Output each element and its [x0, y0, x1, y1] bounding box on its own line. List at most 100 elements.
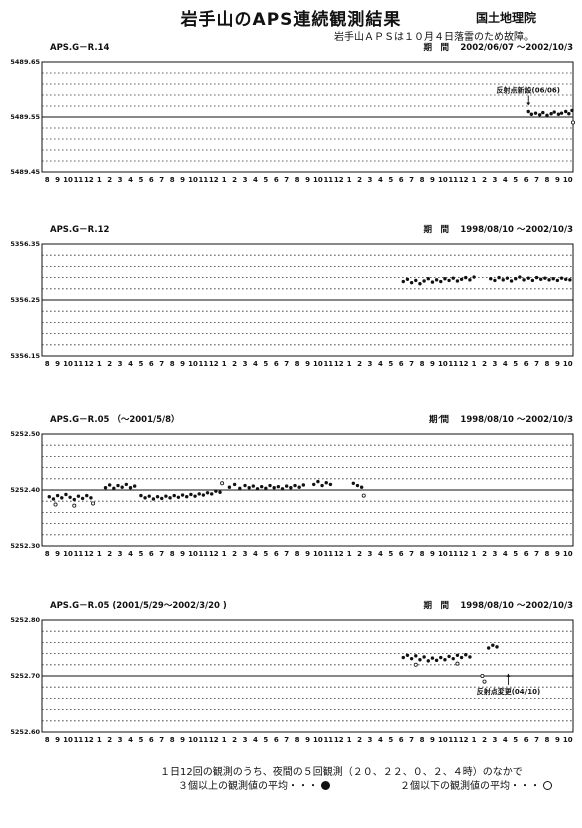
x-tick-label: 8	[295, 550, 300, 558]
x-tick-label: 8	[170, 176, 175, 184]
x-tick-label: 10	[188, 176, 198, 184]
x-tick-label: 3	[492, 360, 497, 368]
data-point	[164, 494, 168, 498]
x-tick-label: 6	[274, 736, 279, 744]
x-tick-label: 1	[222, 736, 227, 744]
x-tick-label: 4	[128, 736, 133, 744]
data-point	[289, 486, 293, 490]
x-tick-label: 4	[253, 176, 258, 184]
x-tick-label: 3	[492, 736, 497, 744]
annotation-label: 反射点変更(04/10)	[477, 687, 540, 696]
data-point	[205, 491, 210, 495]
x-tick-label: 4	[128, 360, 133, 368]
x-tick-label: 9	[180, 176, 185, 184]
data-point	[238, 486, 242, 491]
x-tick-label: 2	[482, 550, 487, 558]
data-point	[418, 658, 422, 662]
data-point	[495, 645, 499, 649]
data-point	[559, 111, 564, 115]
data-point	[426, 659, 430, 663]
x-tick-label: 8	[170, 360, 175, 368]
x-tick-label: 8	[45, 360, 50, 368]
x-tick-label: 11	[74, 176, 84, 184]
x-tick-label: 2	[482, 176, 487, 184]
data-point	[68, 495, 72, 499]
x-tick-label: 10	[188, 736, 198, 744]
x-tick-label: 2	[107, 176, 112, 184]
x-tick-label: 10	[563, 360, 573, 368]
data-point	[328, 482, 333, 487]
x-tick-label: 9	[305, 360, 310, 368]
x-tick-label: 11	[323, 736, 333, 744]
data-point	[537, 113, 542, 117]
x-tick-label: 8	[545, 176, 550, 184]
x-tick-label: 2	[107, 550, 112, 558]
x-tick-label: 1	[472, 550, 477, 558]
data-point	[80, 496, 85, 501]
x-tick-label: 12	[209, 736, 219, 744]
x-tick-label: 7	[409, 736, 414, 744]
data-point	[497, 275, 501, 280]
x-tick-label: 10	[438, 360, 448, 368]
x-tick-label: 10	[438, 736, 448, 744]
page-title: 岩手山のAPS連続観測結果	[180, 10, 402, 30]
data-point	[447, 654, 451, 659]
data-point	[85, 493, 89, 498]
data-point	[418, 282, 422, 286]
x-tick-label: 5	[138, 176, 143, 184]
data-point	[530, 278, 535, 283]
data-point	[401, 655, 405, 660]
x-tick-label: 1	[222, 550, 227, 558]
x-tick-label: 4	[503, 360, 508, 368]
x-tick-label: 6	[149, 736, 154, 744]
data-point	[501, 278, 505, 282]
x-tick-label: 10	[313, 360, 323, 368]
x-tick-label: 1	[97, 550, 102, 558]
data-point	[55, 493, 60, 498]
data-point	[426, 277, 430, 281]
data-point	[430, 656, 435, 660]
x-tick-label: 3	[243, 176, 248, 184]
data-point	[151, 497, 156, 501]
x-tick-label: 3	[368, 736, 373, 744]
x-tick-label: 5	[388, 550, 393, 558]
x-tick-label: 6	[274, 176, 279, 184]
data-point	[60, 496, 64, 500]
data-point	[316, 479, 320, 484]
x-tick-label: 8	[170, 550, 175, 558]
data-point	[147, 494, 151, 498]
x-tick-label: 1	[347, 736, 352, 744]
annotation-label: 反射点新設(06/06)	[497, 86, 560, 95]
x-tick-label: 5	[513, 550, 518, 558]
data-point-hollow	[482, 679, 487, 684]
data-point	[197, 492, 201, 496]
data-point	[355, 483, 360, 488]
data-point	[451, 276, 455, 280]
x-tick-label: 1	[97, 360, 102, 368]
x-tick-label: 6	[524, 176, 529, 184]
data-point	[468, 278, 472, 282]
x-tick-label: 2	[357, 736, 362, 744]
x-tick-label: 10	[563, 176, 573, 184]
x-tick-label: 7	[534, 360, 539, 368]
x-tick-label: 6	[149, 176, 154, 184]
x-tick-label: 9	[55, 360, 60, 368]
x-tick-label: 8	[420, 550, 425, 558]
data-point	[218, 490, 222, 494]
data-point	[414, 278, 418, 283]
x-tick-label: 7	[284, 736, 289, 744]
x-tick-label: 6	[274, 360, 279, 368]
data-point	[464, 653, 468, 657]
chart-period: 期 間 1998/08/10 ～2002/10/3	[423, 224, 573, 235]
x-tick-label: 6	[274, 550, 279, 558]
data-point	[422, 279, 426, 283]
x-tick-label: 7	[534, 176, 539, 184]
x-tick-label: 4	[253, 550, 258, 558]
x-tick-label: 5	[263, 360, 268, 368]
legend-solid-item: ３個以上の観測値の平均・・・	[178, 780, 330, 794]
x-tick-label: 9	[305, 176, 310, 184]
data-point	[439, 279, 443, 284]
notice-text: 岩手山ＡＰＳは１０月４日落雷のため故障。	[334, 32, 534, 43]
y-tick-label: 5489.65	[10, 58, 40, 66]
x-tick-label: 12	[459, 360, 469, 368]
